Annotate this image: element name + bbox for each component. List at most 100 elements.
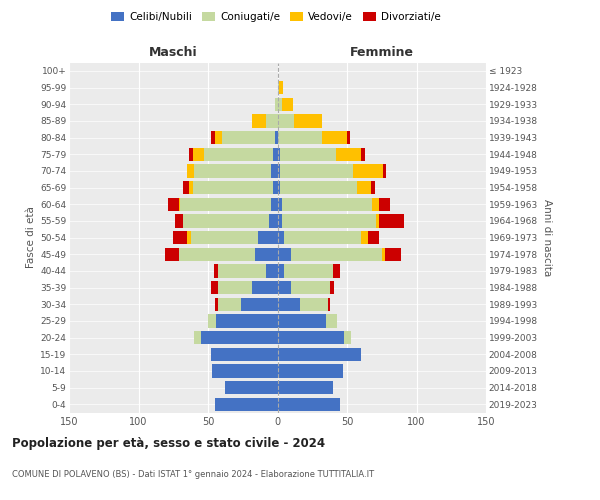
Bar (371, 181, 375, 194)
Bar (382, 248, 385, 261)
Bar (215, 131, 222, 144)
Bar (277, 131, 322, 144)
Bar (173, 231, 187, 244)
Bar (222, 131, 275, 144)
Bar (274, 148, 277, 161)
Bar (333, 264, 340, 278)
Bar (277, 81, 279, 94)
Bar (275, 98, 277, 111)
Bar (167, 198, 179, 211)
Bar (280, 181, 357, 194)
Bar (224, 381, 277, 394)
Bar (269, 214, 277, 228)
Y-axis label: Anni di nascita: Anni di nascita (542, 199, 552, 276)
Bar (204, 148, 274, 161)
Bar (175, 214, 183, 228)
Bar (292, 248, 382, 261)
Bar (218, 298, 241, 311)
Bar (277, 314, 326, 328)
Bar (211, 281, 218, 294)
Bar (279, 81, 283, 94)
Bar (344, 331, 351, 344)
Bar (277, 181, 280, 194)
Bar (165, 248, 179, 261)
Bar (193, 181, 274, 194)
Legend: Celibi/Nubili, Coniugati/e, Vedovi/e, Divorziati/e: Celibi/Nubili, Coniugati/e, Vedovi/e, Di… (107, 8, 445, 26)
Bar (188, 181, 193, 194)
Bar (187, 164, 194, 177)
Bar (277, 248, 292, 261)
Bar (277, 198, 281, 211)
Bar (180, 198, 271, 211)
Bar (292, 281, 331, 294)
Bar (322, 131, 347, 144)
Bar (201, 331, 277, 344)
Bar (277, 281, 292, 294)
Bar (277, 114, 294, 128)
Bar (241, 298, 277, 311)
Text: COMUNE DI POLAVENO (BS) - Dati ISTAT 1° gennaio 2024 - Elaborazione TUTTITALIA.I: COMUNE DI POLAVENO (BS) - Dati ISTAT 1° … (12, 470, 374, 479)
Bar (281, 198, 372, 211)
Bar (193, 148, 204, 161)
Bar (212, 364, 277, 378)
Bar (183, 181, 188, 194)
Bar (277, 148, 280, 161)
Bar (361, 148, 365, 161)
Bar (271, 198, 277, 211)
Bar (211, 348, 277, 361)
Bar (275, 131, 277, 144)
Bar (281, 98, 293, 111)
Bar (326, 314, 337, 328)
Bar (331, 281, 334, 294)
Bar (300, 298, 328, 311)
Bar (271, 164, 277, 177)
Bar (379, 198, 390, 211)
Bar (372, 198, 379, 211)
Bar (214, 264, 218, 278)
Bar (179, 198, 180, 211)
Bar (277, 364, 343, 378)
Bar (281, 214, 376, 228)
Bar (215, 398, 277, 411)
Bar (284, 231, 361, 244)
Bar (277, 348, 361, 361)
Bar (266, 264, 277, 278)
Text: Popolazione per età, sesso e stato civile - 2024: Popolazione per età, sesso e stato civil… (12, 438, 325, 450)
Bar (376, 214, 379, 228)
Bar (277, 264, 284, 278)
Bar (218, 264, 266, 278)
Bar (379, 214, 404, 228)
Bar (277, 231, 284, 244)
Bar (215, 298, 218, 311)
Bar (277, 331, 344, 344)
Bar (194, 164, 271, 177)
Bar (328, 298, 331, 311)
Bar (274, 181, 277, 194)
Bar (183, 214, 269, 228)
Bar (336, 148, 361, 161)
Bar (258, 231, 277, 244)
Bar (194, 331, 201, 344)
Bar (255, 248, 277, 261)
Bar (280, 164, 353, 177)
Bar (277, 381, 333, 394)
Bar (191, 231, 258, 244)
Bar (253, 281, 277, 294)
Text: Maschi: Maschi (149, 46, 197, 59)
Y-axis label: Fasce di età: Fasce di età (26, 206, 36, 268)
Bar (277, 214, 281, 228)
Text: Femmine: Femmine (350, 46, 414, 59)
Bar (383, 164, 386, 177)
Bar (280, 148, 336, 161)
Bar (208, 314, 217, 328)
Bar (277, 164, 280, 177)
Bar (294, 114, 322, 128)
Bar (253, 114, 266, 128)
Bar (217, 314, 277, 328)
Bar (211, 131, 215, 144)
Bar (357, 181, 371, 194)
Bar (361, 231, 368, 244)
Bar (277, 398, 340, 411)
Bar (347, 131, 350, 144)
Bar (277, 298, 300, 311)
